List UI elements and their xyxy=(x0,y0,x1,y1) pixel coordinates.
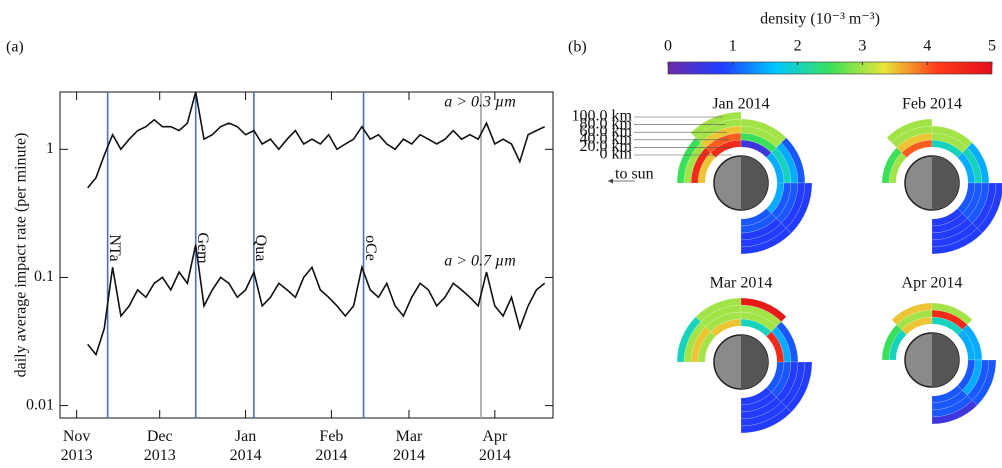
moon-night xyxy=(741,335,768,389)
y-tick-label: 0.01 xyxy=(26,396,54,413)
altitude-label: 60.0 km xyxy=(580,123,633,140)
density-cell xyxy=(901,139,933,158)
panel-title: Apr 2014 xyxy=(902,275,963,292)
density-cell xyxy=(776,321,799,363)
colorbar-tick-label: 2 xyxy=(794,38,802,55)
moon-night xyxy=(932,333,959,387)
event-label: Qua xyxy=(252,235,269,262)
series-label: a > 0.7 µm xyxy=(444,253,516,270)
event-label: Gem xyxy=(194,232,211,264)
x-tick-label: Dec 2013 xyxy=(143,428,176,464)
altitude-label: 20.0 km xyxy=(580,138,633,155)
density-cell xyxy=(700,125,742,148)
sun-arrowhead xyxy=(608,178,613,184)
series-label: a > 0.3 µm xyxy=(444,94,516,111)
x-tick-label: Apr 2014 xyxy=(478,428,511,464)
x-tick-label: Jan 2014 xyxy=(229,428,262,464)
panel-label: (a) xyxy=(6,39,24,56)
density-cell xyxy=(690,111,742,139)
sun-label: to sun xyxy=(615,166,654,183)
x-tick-label: Nov 2013 xyxy=(60,428,93,464)
density-cell xyxy=(785,182,813,234)
density-cell xyxy=(740,406,792,434)
series-line xyxy=(87,91,546,189)
panel-title: Feb 2014 xyxy=(902,96,962,113)
altitude-label: 100.0 km xyxy=(572,108,633,125)
y-tick-label: 0.1 xyxy=(34,268,54,285)
colorbar-tick-label: 5 xyxy=(988,38,996,55)
density-cell xyxy=(931,218,973,241)
density-cell xyxy=(886,118,933,144)
moon-night xyxy=(932,156,959,210)
density-cell xyxy=(740,297,787,323)
altitude-label: 0 km xyxy=(600,146,633,163)
density-cell xyxy=(740,218,782,241)
density-cell xyxy=(931,227,983,255)
density-cell xyxy=(785,361,813,413)
x-tick-label: Feb 2014 xyxy=(315,428,348,464)
colorbar xyxy=(667,61,993,75)
density-cell xyxy=(931,132,968,153)
density-cell xyxy=(740,118,787,144)
plot-frame xyxy=(59,91,554,419)
x-tick-label: Mar 2014 xyxy=(392,428,425,464)
density-cell xyxy=(676,137,702,184)
density-cell xyxy=(931,309,968,330)
density-cell xyxy=(740,311,777,332)
event-label: NTa xyxy=(106,234,123,261)
density-cell xyxy=(931,399,978,425)
density-cell xyxy=(967,142,990,184)
colorbar-tick-label: 1 xyxy=(729,38,737,55)
colorbar-label: density (10⁻³ m⁻³) xyxy=(760,11,880,28)
event-label: oCe xyxy=(362,235,379,261)
density-cell xyxy=(891,125,933,148)
panel-title: Mar 2014 xyxy=(710,275,773,292)
y-tick-label: 1 xyxy=(46,140,54,157)
density-cell xyxy=(971,359,997,406)
colorbar-tick-label: 3 xyxy=(858,38,866,55)
altitude-label: 80.0 km xyxy=(580,115,633,132)
density-cell xyxy=(740,227,792,255)
density-cell xyxy=(931,125,973,148)
density-cell xyxy=(676,316,702,363)
density-cell xyxy=(931,302,973,325)
colorbar-tick-label: 0 xyxy=(664,38,672,55)
altitude-label: 40.0 km xyxy=(580,130,633,147)
density-cell xyxy=(891,302,933,325)
panel-label: (b) xyxy=(568,39,587,56)
density-cell xyxy=(740,132,777,153)
colorbar-tick-label: 4 xyxy=(923,38,931,55)
moon-night xyxy=(741,156,768,210)
y-axis-label: daily average impact rate (per minute) xyxy=(13,133,30,378)
series-line xyxy=(87,244,546,357)
panel-title: Jan 2014 xyxy=(712,96,769,113)
